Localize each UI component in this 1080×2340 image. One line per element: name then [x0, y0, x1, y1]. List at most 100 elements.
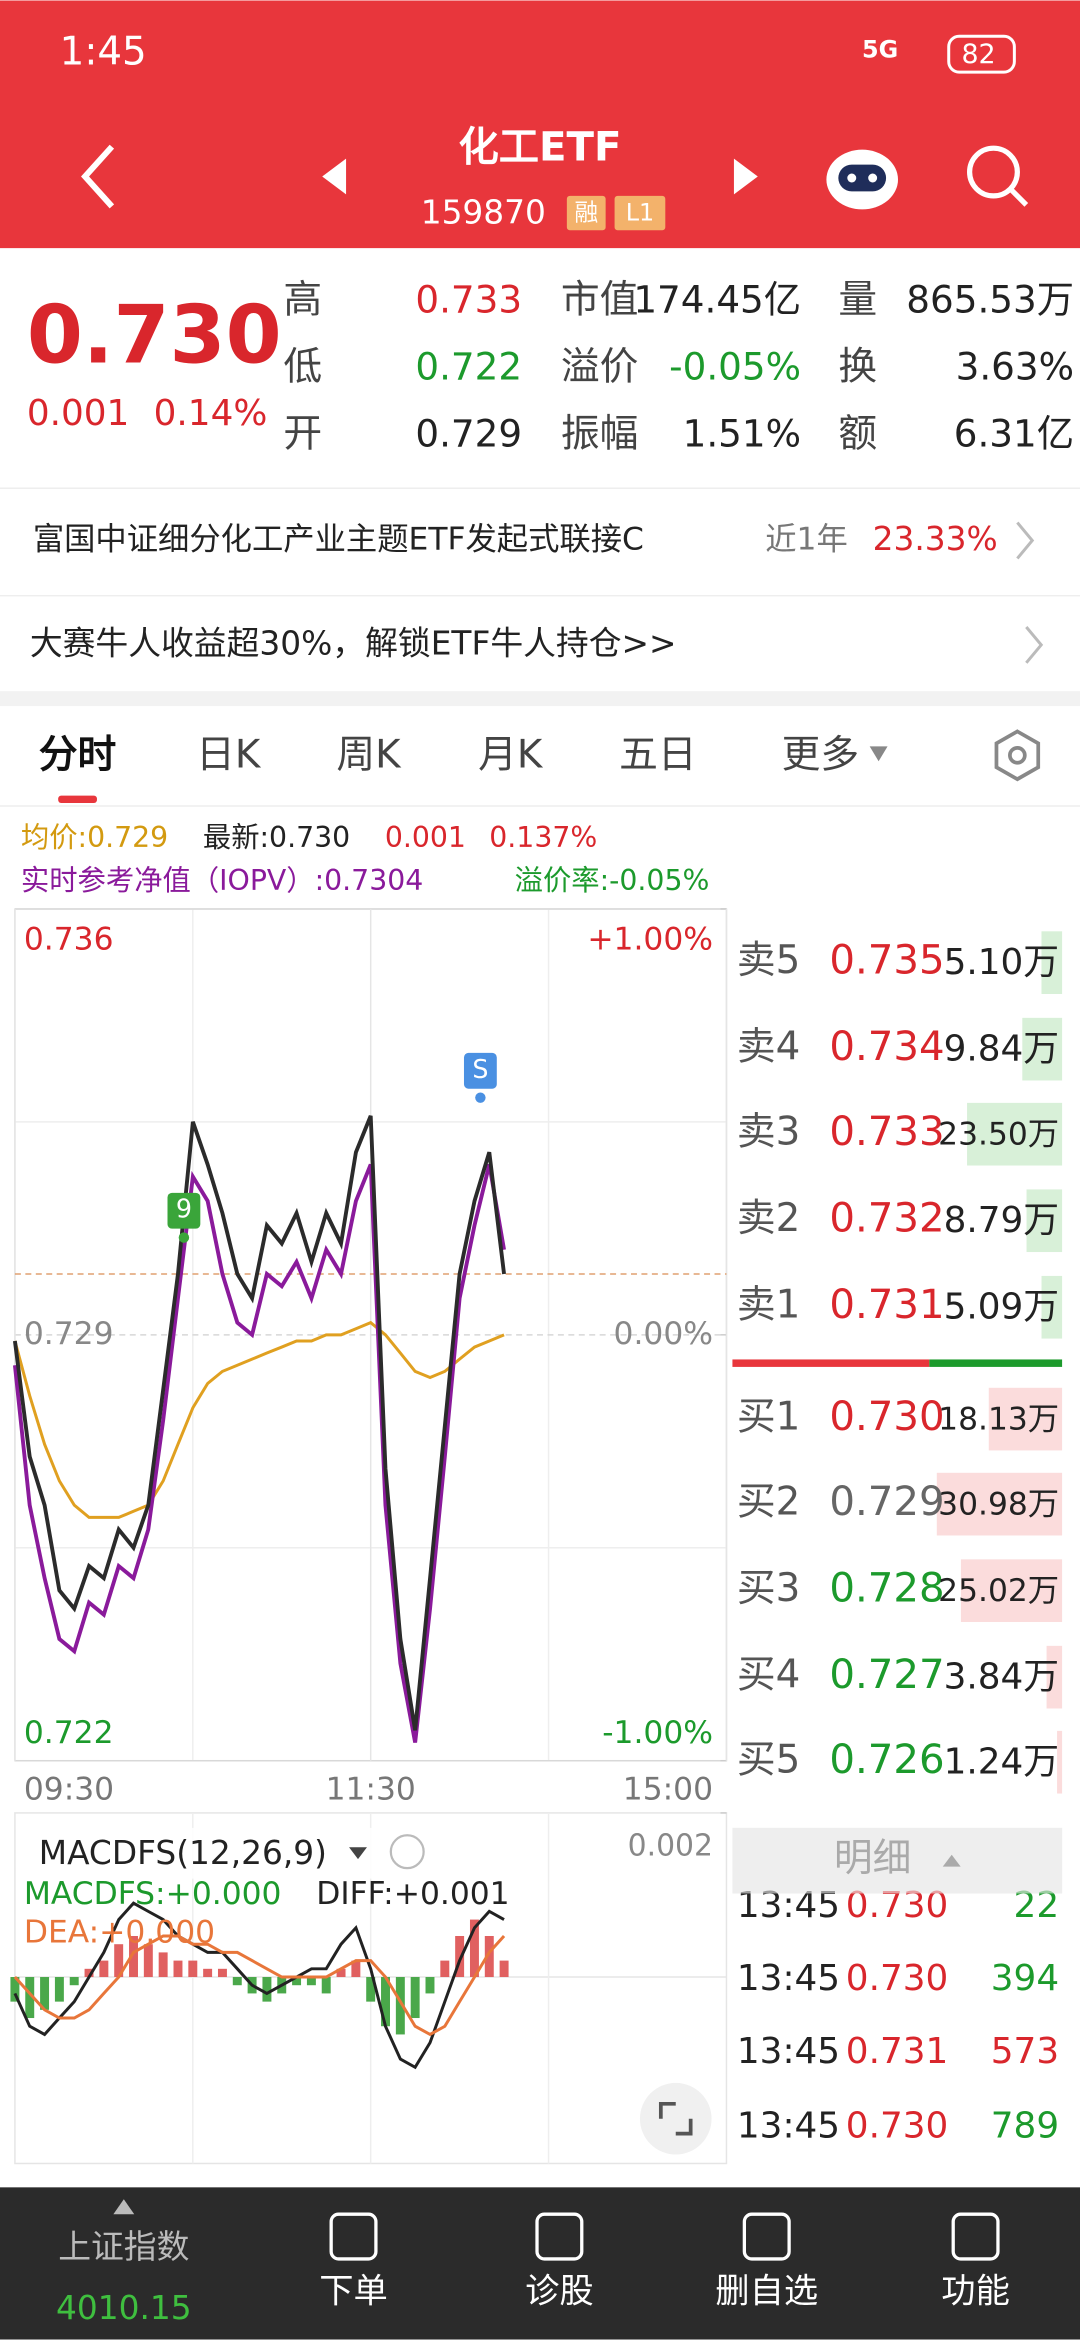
fund-return: 23.33%	[873, 520, 998, 558]
more-caret	[869, 746, 888, 762]
macd-line	[13, 1901, 505, 2070]
volume-bar	[1046, 1645, 1063, 1709]
macd-bar	[425, 1977, 435, 1994]
trade-price: 0.730	[846, 1958, 948, 1999]
trade-volume: 573	[991, 2031, 1059, 2072]
stat-label: 换	[838, 344, 877, 389]
book-label: 买1	[737, 1395, 800, 1440]
volume-bar	[936, 1472, 1063, 1536]
nav-label[interactable]: 下单	[319, 2272, 388, 2312]
macd-readout: DEA:+0.000	[24, 1915, 215, 1951]
book-price: 0.727	[829, 1652, 944, 1698]
book-label: 卖1	[737, 1283, 800, 1328]
y2-tick-label: -1.00%	[602, 1715, 713, 1751]
stat-label: 额	[838, 412, 877, 457]
code: 159870	[421, 193, 546, 231]
trade-time: 13:45	[737, 2031, 840, 2072]
stat-label: 溢价	[561, 344, 639, 389]
signal-marker	[167, 1192, 201, 1229]
info-avg: 均价:0.729	[21, 821, 168, 854]
search-icon[interactable]	[967, 145, 1029, 207]
chevron[interactable]	[1025, 626, 1044, 664]
macd-bar	[203, 1968, 213, 1978]
book-price: 0.735	[829, 938, 944, 984]
y-tick-label: 0.722	[24, 1715, 114, 1751]
info-latest: 最新:0.730	[203, 821, 350, 854]
y-tick-label: 0.729	[24, 1316, 114, 1352]
prev-button[interactable]	[322, 158, 347, 195]
book-label: 卖2	[737, 1196, 800, 1241]
volume-bar	[988, 1387, 1063, 1451]
fund-period: 近1年	[765, 521, 848, 557]
settings-icon[interactable]	[994, 729, 1041, 782]
book-volume: 18.13万	[938, 1402, 1059, 1438]
macd-bar	[292, 1977, 302, 1986]
book-price: 0.728	[829, 1566, 944, 1612]
badge: L1	[626, 198, 654, 226]
signal-marker	[463, 1052, 497, 1089]
stat-label: 振幅	[561, 412, 639, 457]
book-price: 0.733	[829, 1109, 944, 1155]
macd-bar	[25, 1977, 35, 2019]
trade-time: 13:45	[737, 1958, 840, 1999]
macd-bar	[395, 1977, 405, 2035]
book-label: 买4	[737, 1653, 800, 1698]
nav-label[interactable]: 功能	[941, 2272, 1010, 2312]
stat-value: 0.729	[415, 412, 522, 456]
x-tick-label: 15:00	[623, 1772, 713, 1808]
macd-bar	[173, 1960, 183, 1978]
help-icon[interactable]	[389, 1834, 425, 1870]
badge-bg	[614, 195, 666, 231]
signal-dot	[475, 1092, 486, 1103]
status-battery: 82	[961, 39, 995, 70]
stat-label: 高	[283, 277, 322, 322]
signal-label: S	[472, 1054, 488, 1084]
nav-icon[interactable]	[329, 2212, 378, 2261]
price: 0.730	[27, 288, 282, 382]
stat-value: 0.722	[415, 344, 522, 388]
macd-bar	[381, 1977, 390, 2027]
tab: 分时	[39, 732, 117, 777]
stat-label: 量	[838, 277, 877, 322]
volume-bar	[1026, 1189, 1063, 1253]
nav-icon[interactable]	[951, 2212, 1000, 2261]
nav-label[interactable]: 诊股	[525, 2272, 594, 2312]
tab-underline	[58, 795, 97, 804]
macd-title-bg[interactable]	[26, 1827, 379, 1879]
promo: 大赛牛人收益超30%，解锁ETF牛人持仓>>	[30, 624, 677, 662]
nav-label[interactable]: 删自选	[715, 2272, 818, 2312]
back-button[interactable]	[81, 144, 115, 209]
book-label: 卖4	[737, 1025, 800, 1070]
volume-bar	[1041, 931, 1063, 994]
macd-bar	[484, 1935, 494, 1978]
tab: 五日	[619, 732, 697, 777]
trade-time: 13:45	[737, 2106, 840, 2147]
macd-bar	[188, 1960, 198, 1978]
nav-icon[interactable]	[535, 2212, 584, 2261]
nav-icon[interactable]	[742, 2212, 791, 2261]
macd-line	[13, 1934, 506, 2037]
macd-bar	[99, 1960, 109, 1978]
book-price: 0.730	[829, 1394, 944, 1440]
info-premium: 溢价率:-0.05%	[515, 864, 710, 897]
macd-bar	[143, 1944, 153, 1978]
macd-bar	[40, 1977, 50, 2010]
y2-tick-label: 0.00%	[614, 1316, 713, 1352]
volume-bar	[1022, 1017, 1063, 1081]
book-volume: 23.50万	[938, 1117, 1059, 1153]
book-volume: 9.84万	[944, 1029, 1060, 1070]
book-divider-sell	[732, 1359, 930, 1367]
expand-button[interactable]	[639, 2082, 712, 2155]
macd-bar	[336, 1968, 346, 1978]
macd-readout: MACDFS:+0.000	[24, 1876, 282, 1912]
chevron	[1016, 521, 1035, 560]
macd-bar	[351, 1960, 361, 1978]
macd-bar	[306, 1977, 316, 1986]
book-divider-buy	[929, 1359, 1063, 1367]
gap	[0, 691, 1080, 707]
status-time: 1:45	[60, 30, 147, 75]
assistant-icon[interactable]	[826, 149, 899, 210]
book-volume: 5.09万	[944, 1287, 1060, 1328]
next-button[interactable]	[733, 158, 758, 195]
